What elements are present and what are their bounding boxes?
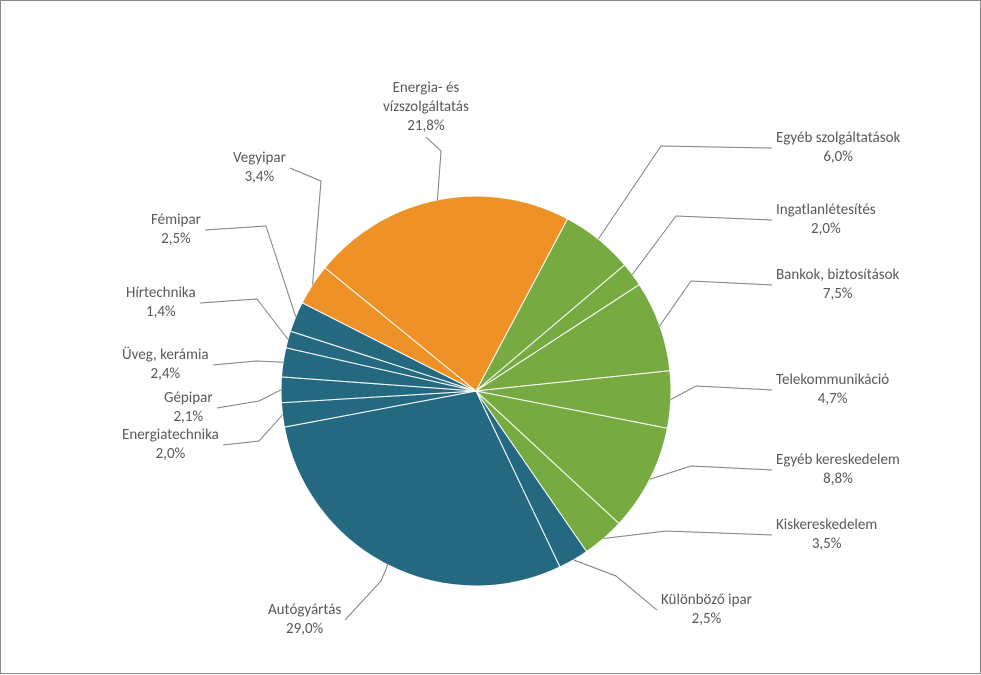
leader-line [345, 565, 388, 620]
leader-line [217, 390, 281, 408]
leader-line [660, 281, 772, 326]
pie-svg [1, 1, 981, 675]
leader-line [426, 137, 441, 200]
leader-line [632, 216, 772, 274]
leader-line [604, 531, 772, 538]
leader-line [574, 560, 657, 610]
leader-line [205, 226, 296, 317]
leader-line [650, 466, 772, 479]
leader-line [213, 361, 283, 365]
leader-line [223, 415, 282, 445]
leader-line [200, 299, 288, 339]
pie-chart: Egyéb szolgáltatások6,0%Ingatlanlétesíté… [0, 0, 981, 674]
leader-line [290, 168, 321, 285]
leader-line [598, 146, 772, 239]
leader-line [671, 386, 772, 400]
